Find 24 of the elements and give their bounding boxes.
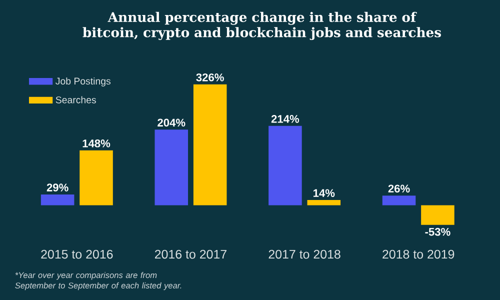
x-tick-label: 2018 to 2019 bbox=[382, 250, 454, 259]
legend-label: Searches bbox=[56, 96, 96, 104]
data-label: 29% bbox=[46, 184, 68, 192]
bar bbox=[307, 200, 341, 206]
data-label: -53% bbox=[425, 228, 450, 236]
x-tick-label: 2015 to 2016 bbox=[41, 250, 113, 259]
bar bbox=[382, 196, 416, 206]
x-tick-label: 2016 to 2017 bbox=[154, 250, 226, 259]
data-label: 14% bbox=[314, 189, 335, 197]
bar bbox=[193, 84, 227, 206]
data-label: 148% bbox=[82, 139, 110, 148]
bar bbox=[154, 130, 188, 206]
text: *Year over year comparisons are from September to September of each listed year. bbox=[15, 272, 182, 290]
bar bbox=[80, 150, 113, 206]
data-label: 204% bbox=[158, 118, 186, 127]
data-label: 214% bbox=[271, 115, 300, 123]
bar bbox=[268, 126, 302, 206]
bar bbox=[40, 194, 74, 206]
data-label: 26% bbox=[388, 184, 410, 193]
chart-title: Annual percentage change in the share of bitcoin, crypto and blockchain jobs and searches bbox=[82, 12, 441, 40]
data-label: 326% bbox=[196, 73, 224, 82]
bar bbox=[421, 205, 454, 225]
x-tick-label: 2017 to 2018 bbox=[268, 250, 340, 259]
legend-label: Job Postings bbox=[56, 77, 111, 86]
